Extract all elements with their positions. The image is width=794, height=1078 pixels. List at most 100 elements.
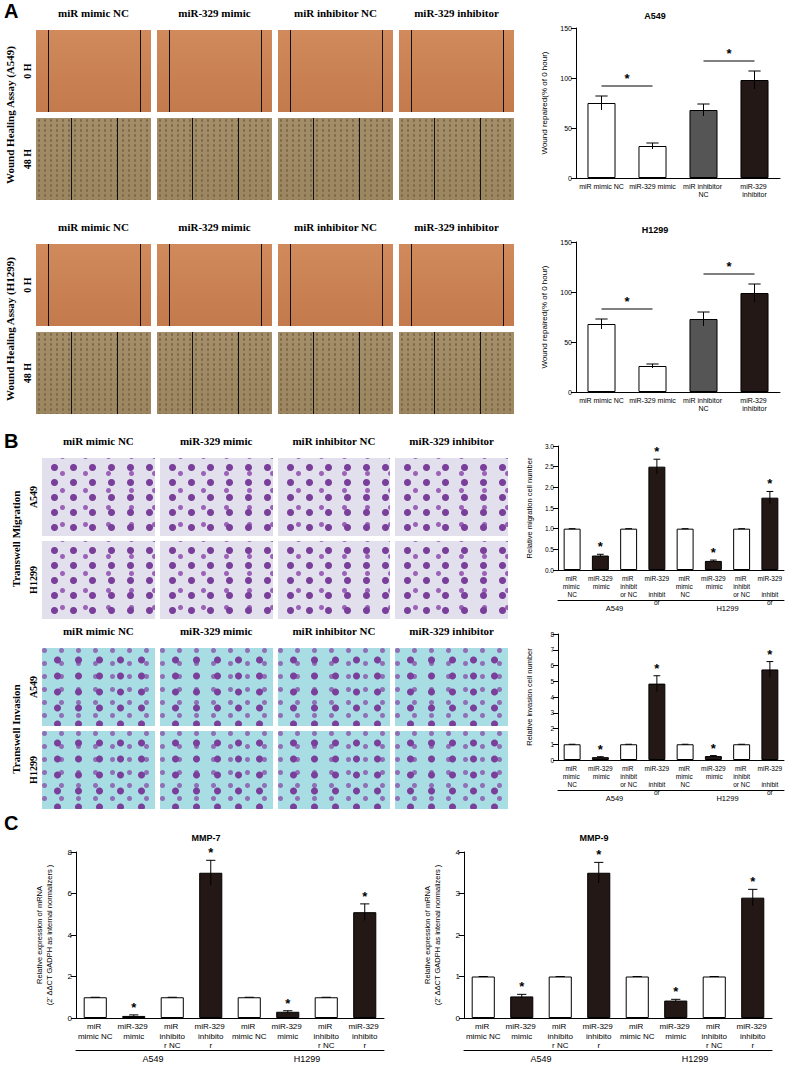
svg-text:inhibit: inhibit [733, 773, 750, 780]
svg-text:r: r [209, 1041, 212, 1050]
svg-text:miR-329: miR-329 [645, 765, 670, 772]
svg-text:*: * [726, 259, 732, 274]
svg-text:*: * [767, 647, 773, 662]
svg-text:NC: NC [680, 781, 690, 788]
svg-text:0: 0 [568, 389, 572, 396]
svg-text:miR: miR [735, 575, 748, 582]
svg-text:NC: NC [698, 191, 708, 198]
svg-text:8: 8 [550, 631, 554, 638]
svg-text:inhibit: inhibit [648, 781, 665, 788]
svg-text:mimic: mimic [591, 583, 611, 590]
svg-text:3: 3 [456, 889, 461, 898]
svg-text:miR-329: miR-329 [701, 765, 726, 772]
svg-text:miR inhibitor: miR inhibitor [683, 397, 724, 404]
svg-text:Relative invasion cell number: Relative invasion cell number [525, 648, 534, 746]
svg-text:50: 50 [564, 339, 572, 346]
svg-text:miR-329: miR-329 [195, 1022, 227, 1031]
svg-text:miR: miR [678, 575, 691, 582]
svg-text:1.5: 1.5 [545, 505, 554, 512]
svg-text:r NC: r NC [706, 1041, 723, 1050]
svg-text:*: * [711, 741, 717, 756]
svg-text:6: 6 [68, 889, 73, 898]
svg-text:*: * [624, 294, 630, 309]
svg-text:miR-329: miR-329 [272, 1022, 304, 1031]
svg-text:miR: miR [622, 575, 635, 582]
svg-text:inhibito: inhibito [160, 1032, 186, 1041]
svg-text:miR: miR [241, 1022, 257, 1031]
svg-text:or: or [654, 599, 661, 606]
svg-text:NC: NC [567, 591, 577, 598]
svg-text:150: 150 [560, 25, 572, 32]
svg-text:(2⁻ΔΔCT GADPH as internal norm: (2⁻ΔΔCT GADPH as internal normalizers ) [433, 864, 442, 1005]
svg-text:inhibito: inhibito [740, 1032, 766, 1041]
svg-text:2: 2 [550, 725, 554, 732]
svg-text:7: 7 [550, 646, 554, 653]
svg-text:or NC: or NC [733, 781, 750, 788]
svg-text:Wound repaired(% of 0 hour): Wound repaired(% of 0 hour) [540, 51, 549, 154]
svg-text:Wound repaired(% of 0 hour): Wound repaired(% of 0 hour) [540, 265, 549, 368]
svg-text:miR-329: miR-329 [701, 575, 726, 582]
svg-text:miR: miR [735, 765, 748, 772]
svg-text:*: * [598, 539, 604, 554]
svg-text:100: 100 [560, 75, 572, 82]
svg-text:inhibit: inhibit [761, 781, 778, 788]
svg-text:miR: miR [622, 765, 635, 772]
svg-text:miR-329: miR-329 [645, 575, 670, 582]
svg-text:inhibito: inhibito [702, 1032, 728, 1041]
svg-text:*: * [519, 979, 525, 994]
svg-text:r: r [751, 1041, 754, 1050]
svg-text:A549: A549 [606, 604, 624, 613]
svg-text:H1299: H1299 [294, 1054, 321, 1064]
svg-text:H1299: H1299 [682, 1054, 709, 1064]
svg-text:H1299: H1299 [642, 225, 669, 235]
svg-text:NC: NC [680, 591, 690, 598]
svg-text:miR-329: miR-329 [737, 1022, 769, 1031]
svg-text:*: * [131, 1000, 137, 1015]
svg-text:2.5: 2.5 [545, 463, 554, 470]
svg-text:inhibitor: inhibitor [742, 405, 767, 412]
svg-text:0: 0 [456, 1014, 461, 1023]
svg-text:miR: miR [475, 1022, 491, 1031]
svg-text:0: 0 [568, 175, 572, 182]
svg-text:or NC: or NC [620, 781, 637, 788]
svg-text:NC: NC [698, 405, 708, 412]
svg-text:r: r [597, 1041, 600, 1050]
svg-text:r NC: r NC [164, 1041, 181, 1050]
svg-text:mimic: mimic [676, 773, 695, 780]
svg-text:miR-329: miR-329 [740, 183, 768, 190]
svg-text:Relative migration cell number: Relative migration cell number [525, 457, 534, 558]
svg-text:inhibit: inhibit [648, 591, 665, 598]
svg-text:1: 1 [456, 972, 461, 981]
svg-text:1: 1 [550, 741, 554, 748]
svg-text:miR mimic NC: miR mimic NC [579, 183, 624, 190]
svg-text:or NC: or NC [733, 591, 750, 598]
svg-text:mimic NC: mimic NC [620, 1032, 655, 1041]
svg-text:miR: miR [87, 1022, 103, 1031]
svg-text:miR mimic NC: miR mimic NC [579, 397, 624, 404]
svg-text:mimic: mimic [511, 1032, 532, 1041]
svg-text:miR: miR [565, 575, 578, 582]
svg-text:*: * [654, 661, 660, 676]
svg-text:0: 0 [68, 1014, 73, 1023]
svg-text:0.0: 0.0 [545, 567, 554, 574]
svg-text:miR: miR [565, 765, 578, 772]
svg-text:or NC: or NC [620, 591, 637, 598]
svg-text:inhibito: inhibito [314, 1032, 340, 1041]
svg-text:miR-329: miR-329 [758, 765, 783, 772]
svg-text:miR: miR [164, 1022, 180, 1031]
svg-text:50: 50 [564, 125, 572, 132]
svg-text:miR-329: miR-329 [118, 1022, 150, 1031]
svg-text:A549: A549 [142, 1054, 163, 1064]
svg-text:miR: miR [318, 1022, 334, 1031]
svg-text:A549: A549 [606, 794, 624, 803]
svg-text:*: * [767, 476, 773, 491]
svg-text:inhibit: inhibit [761, 591, 778, 598]
svg-text:miR-329: miR-329 [740, 397, 768, 404]
svg-text:MMP-7: MMP-7 [192, 833, 221, 843]
svg-text:mimic NC: mimic NC [78, 1032, 113, 1041]
svg-text:*: * [285, 996, 291, 1011]
svg-text:5: 5 [550, 678, 554, 685]
svg-text:6: 6 [550, 662, 554, 669]
svg-text:miR-329: miR-329 [506, 1022, 538, 1031]
svg-text:Relative expression of mRNA: Relative expression of mRNA [35, 886, 44, 984]
